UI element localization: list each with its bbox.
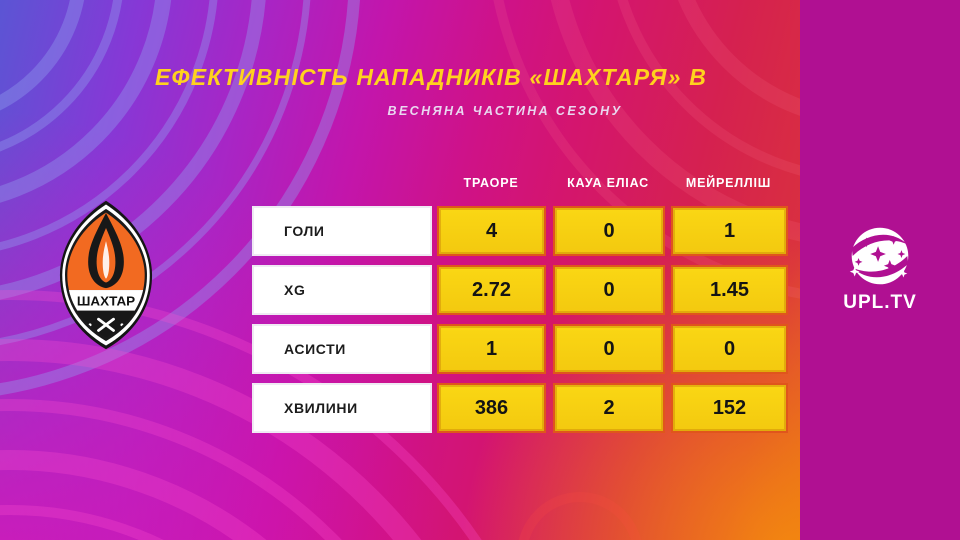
row-label-cell: XG — [252, 265, 432, 315]
upl-brand-text: UPL.TV — [843, 292, 917, 313]
value-cell: 4 — [437, 206, 546, 256]
value-cell: 0 — [553, 265, 665, 315]
column-header-traore: ТРАОРЕ — [463, 176, 519, 190]
value-cell: 1.45 — [671, 265, 788, 315]
value-cell: 1 — [437, 324, 546, 374]
crest-hammers-icon — [97, 317, 115, 332]
column-header-meirellish: МЕЙРЕЛЛІШ — [685, 176, 772, 190]
table-row-xg: XG 2.72 0 1.45 — [252, 265, 788, 315]
value-cell: 0 — [553, 206, 665, 256]
value-cell: 2.72 — [437, 265, 546, 315]
row-label-cell: ХВИЛИНИ — [252, 383, 432, 433]
shakhtar-crest-icon: ШАХТАР — [59, 200, 153, 350]
crest-wordmark: ШАХТАР — [77, 295, 136, 309]
row-label-cell: ГОЛИ — [252, 206, 432, 256]
upl-star-ball-icon — [849, 227, 909, 285]
value-cell: 1 — [671, 206, 788, 256]
row-label-cell: АСИСТИ — [252, 324, 432, 374]
value-cell: 152 — [671, 383, 788, 433]
page-subtitle: ВЕСНЯНА ЧАСТИНА СЕЗОНУ — [387, 104, 623, 118]
right-sidebar: UPL.TV — [800, 0, 960, 540]
value-cell: 0 — [671, 324, 788, 374]
value-cell: 2 — [553, 383, 665, 433]
table-row-assists: АСИСТИ 1 0 0 — [252, 324, 788, 374]
page-title: ЕФЕКТИВНІСТЬ НАПАДНИКІВ «ШАХТАРЯ» В — [155, 64, 708, 90]
column-header-kaua-elias: КАУА ЕЛІАС — [567, 176, 649, 190]
value-cell: 386 — [437, 383, 546, 433]
value-cell: 0 — [553, 324, 665, 374]
table-row-minutes: ХВИЛИНИ 386 2 152 — [252, 383, 788, 433]
infographic-panel: ЕФЕКТИВНІСТЬ НАПАДНИКІВ «ШАХТАРЯ» В ВЕСН… — [0, 0, 800, 540]
table-row-goals: ГОЛИ 4 0 1 — [252, 206, 788, 256]
